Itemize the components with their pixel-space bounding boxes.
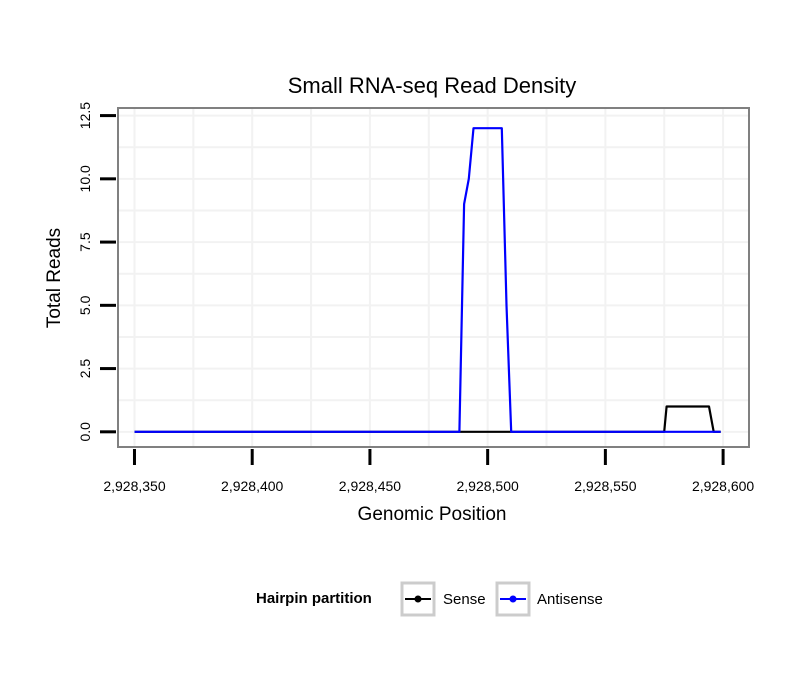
x-tick-label: 2,928,550 <box>574 478 636 494</box>
x-tick-label: 2,928,350 <box>103 478 165 494</box>
plot-panel <box>117 107 750 448</box>
y-tick-label: 7.5 <box>77 232 93 252</box>
y-tick-label: 12.5 <box>77 102 93 129</box>
legend-label: Antisense <box>537 591 603 608</box>
x-tick-label: 2,928,400 <box>221 478 283 494</box>
legend: Hairpin partition Sense Antisense <box>256 581 603 617</box>
legend-title: Hairpin partition <box>256 590 372 607</box>
series-line-sense <box>134 405 721 433</box>
y-tick-label: 0.0 <box>77 422 93 442</box>
legend-key-marker <box>509 595 517 603</box>
chart-title: Small RNA-seq Read Density <box>288 73 577 98</box>
y-tick-label: 5.0 <box>77 295 93 315</box>
x-axis-label: Genomic Position <box>358 504 507 525</box>
legend-label: Sense <box>443 591 486 608</box>
y-tick-label: 10.0 <box>77 165 93 192</box>
x-tick-label: 2,928,500 <box>457 478 519 494</box>
x-tick-label: 2,928,600 <box>692 478 754 494</box>
y-axis: 0.0 2.5 5.0 7.5 10.0 12.5 <box>77 102 116 442</box>
legend-item-sense: Sense <box>400 581 486 617</box>
legend-key-marker <box>414 595 422 603</box>
x-tick-label: 2,928,450 <box>339 478 401 494</box>
legend-item-antisense: Antisense <box>495 581 603 617</box>
series-group <box>134 127 721 433</box>
x-axis: 2,928,350 2,928,400 2,928,450 2,928,500 2,92… <box>103 449 754 494</box>
y-tick-label: 2.5 <box>77 359 93 379</box>
grid <box>118 108 749 447</box>
y-axis-label: Total Reads <box>44 228 65 328</box>
series-line-antisense <box>134 127 721 433</box>
